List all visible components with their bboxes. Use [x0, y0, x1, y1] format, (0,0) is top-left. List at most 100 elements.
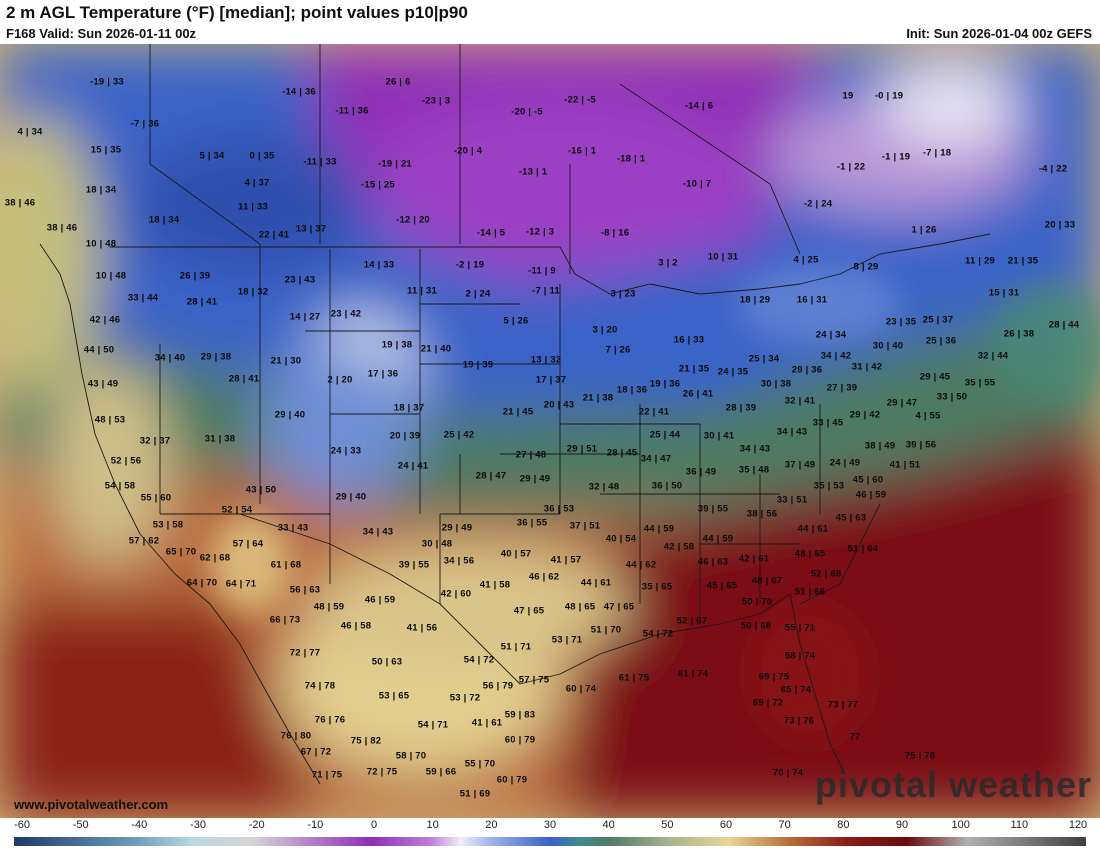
point-value: 50 | 70: [741, 596, 773, 608]
point-value: 29 | 42: [849, 409, 881, 421]
point-value: 4 | 25: [793, 254, 819, 266]
point-value: 18 | 34: [85, 184, 117, 196]
point-value: 34 | 43: [362, 526, 394, 538]
point-value: 51 | 64: [847, 543, 879, 555]
point-value: 69 | 75: [758, 671, 790, 683]
point-value: 47 | 65: [513, 605, 545, 617]
point-value: 66 | 73: [269, 614, 301, 626]
point-value: -2 | 24: [803, 198, 833, 210]
point-value: -15 | 25: [361, 179, 395, 191]
point-value: -16 | 1: [567, 145, 597, 157]
colorbar-strip: [14, 837, 1086, 846]
point-value: 53 | 65: [378, 690, 410, 702]
point-value: 35 | 65: [641, 581, 673, 593]
point-value: 11 | 33: [238, 201, 268, 213]
point-value: 3 | 23: [610, 288, 636, 300]
point-value: 33 | 43: [277, 522, 309, 534]
colorbar-labels: -60 -50 -40 -30 -20 -10 0 10 20 30 40 50 60 70 80 90 100…: [0, 818, 1100, 834]
point-value: 25 | 37: [922, 314, 954, 326]
point-value: 42 | 58: [663, 541, 695, 553]
point-value: 46 | 62: [528, 571, 560, 583]
colorbar-tick-label: 30: [543, 819, 557, 831]
point-value: 40 | 57: [500, 548, 532, 560]
point-value: 48 | 59: [313, 601, 345, 613]
point-value: -11 | 33: [303, 156, 337, 168]
colorbar-tick-label: -20: [248, 819, 265, 831]
point-value: -11 | 9: [528, 265, 556, 277]
point-value: 5 | 34: [199, 150, 225, 162]
point-value: 41 | 57: [550, 554, 582, 566]
point-value: -8 | 16: [600, 227, 630, 239]
point-value: 38 | 49: [864, 440, 896, 452]
point-value: 55 | 71: [784, 622, 816, 634]
colorbar-tick-label: -50: [72, 819, 89, 831]
point-value: 41 | 58: [479, 579, 511, 591]
point-value: 46 | 59: [855, 489, 887, 501]
point-value: -1 | 22: [836, 161, 866, 173]
point-value: 45 | 63: [835, 512, 867, 524]
init-time: Init: Sun 2026-01-04 00z GEFS: [906, 26, 1092, 41]
point-value: 42 | 60: [440, 588, 472, 600]
point-value: 34 | 56: [443, 555, 475, 567]
point-value: 64 | 71: [225, 578, 257, 590]
point-value: 29 | 51: [566, 443, 598, 455]
point-value: 29 | 45: [919, 371, 951, 383]
point-value: 48 | 53: [94, 414, 126, 426]
point-value: 75 | 78: [904, 750, 936, 762]
point-value: 19 | 39: [462, 359, 494, 371]
point-value: 28 | 44: [1048, 319, 1080, 331]
point-value: 22 | 41: [258, 229, 290, 241]
point-value: 3 | 20: [592, 324, 618, 336]
point-value: 28 | 41: [186, 296, 218, 308]
point-value: 54 | 72: [463, 654, 495, 666]
point-value: 39 | 55: [398, 559, 430, 571]
point-value: 17 | 36: [367, 368, 399, 380]
point-value: 27 | 39: [826, 382, 858, 394]
point-value: 76 | 76: [314, 714, 346, 726]
point-value: 37 | 49: [784, 459, 816, 471]
colorbar-tick-label: -10: [307, 819, 324, 831]
colorbar-tick-label: 10: [426, 819, 439, 831]
point-value: 31 | 42: [851, 361, 883, 373]
temperature-colorbar: -60 -50 -40 -30 -20 -10 0 10 20 30 40 50 60 70 80 90 100…: [0, 818, 1100, 850]
point-value: 41 | 56: [406, 622, 438, 634]
colorbar-tick-label: 0: [370, 819, 378, 831]
point-value: 14 | 33: [363, 259, 395, 271]
point-value: 21 | 30: [270, 355, 302, 367]
point-value: 8 | 29: [853, 261, 879, 273]
point-value: 51 | 66: [794, 586, 826, 598]
point-value: 11 | 31: [407, 285, 437, 297]
point-value: 28 | 41: [228, 373, 260, 385]
point-value: 23 | 43: [284, 274, 316, 286]
colorbar-tick-label: -60: [14, 819, 30, 831]
point-value: 60 | 79: [504, 734, 536, 746]
point-value: 39 | 56: [905, 439, 937, 451]
point-value: 24 | 33: [330, 445, 362, 457]
point-value: 36 | 49: [685, 466, 717, 478]
point-value: 69 | 72: [752, 697, 784, 709]
point-value: 56 | 63: [289, 584, 321, 596]
point-value: 10 | 48: [95, 270, 127, 282]
point-value: -19 | 33: [90, 76, 124, 88]
point-value: 52 | 54: [221, 504, 253, 516]
point-value: 30 | 48: [421, 538, 453, 550]
temperature-map[interactable]: -19 | 33 4 | 34 -7 | 36 15 | 35 5 | 34 0 | 35…: [0, 44, 1100, 818]
point-value: 21 | 38: [582, 392, 614, 404]
point-value: 57 | 75: [518, 674, 550, 686]
point-value: 51 | 70: [590, 624, 622, 636]
point-value: 54 | 58: [104, 480, 136, 492]
colorbar-tick-label: 120: [1068, 819, 1088, 831]
point-value: 47 | 65: [603, 601, 635, 613]
point-value: 33 | 44: [127, 292, 159, 304]
point-value: 7 | 26: [605, 344, 631, 356]
colorbar-tick-label: 20: [485, 819, 498, 831]
point-value: 45 | 60: [852, 474, 884, 486]
point-value: -12 | 3: [525, 226, 555, 238]
point-value: 54 | 71: [417, 719, 449, 731]
point-value: 25 | 36: [925, 335, 957, 347]
point-value: 21 | 35: [678, 363, 710, 375]
colorbar-tick-label: -30: [190, 819, 206, 831]
point-value: 38 | 56: [746, 508, 778, 520]
point-value: 45 | 65: [706, 580, 738, 592]
point-value: 44 | 62: [625, 559, 657, 571]
